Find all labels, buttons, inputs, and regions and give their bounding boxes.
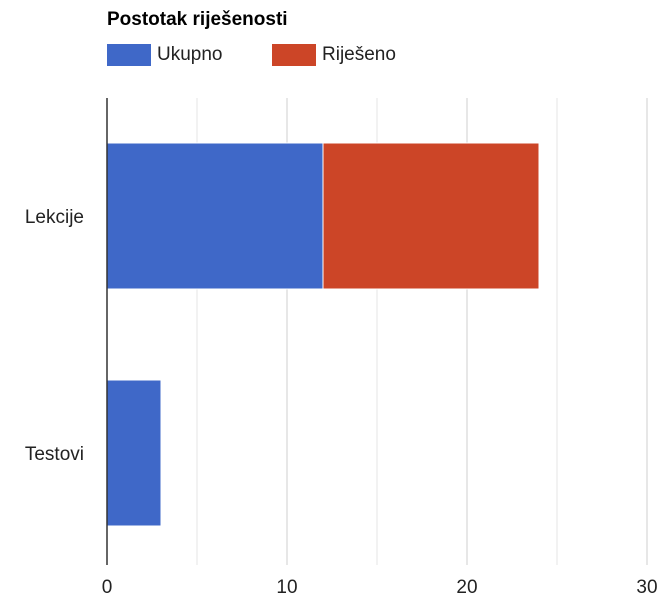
bar-testovi-ukupno bbox=[106, 379, 162, 527]
x-tick-label-0: 0 bbox=[102, 577, 113, 598]
x-tick-label-10: 10 bbox=[276, 577, 297, 598]
chart-title: Postotak riješenosti bbox=[107, 9, 288, 30]
legend-swatch-ukupno bbox=[107, 44, 151, 66]
bar-lekcije-ukupno bbox=[106, 142, 324, 290]
x-tick-label-30: 30 bbox=[636, 577, 657, 598]
legend-item-ukupno: Ukupno bbox=[107, 42, 223, 68]
x-tick-label-20: 20 bbox=[456, 577, 477, 598]
legend-label-rijeseno: Riješeno bbox=[322, 44, 396, 65]
legend-swatch-rijeseno bbox=[272, 44, 316, 66]
bar-lekcije-rijeeno bbox=[322, 142, 540, 290]
category-label-testovi: Testovi bbox=[25, 444, 84, 465]
category-label-lekcije: Lekcije bbox=[25, 207, 84, 228]
legend-label-ukupno: Ukupno bbox=[157, 44, 223, 65]
legend-item-rijeseno: Riješeno bbox=[272, 42, 396, 68]
